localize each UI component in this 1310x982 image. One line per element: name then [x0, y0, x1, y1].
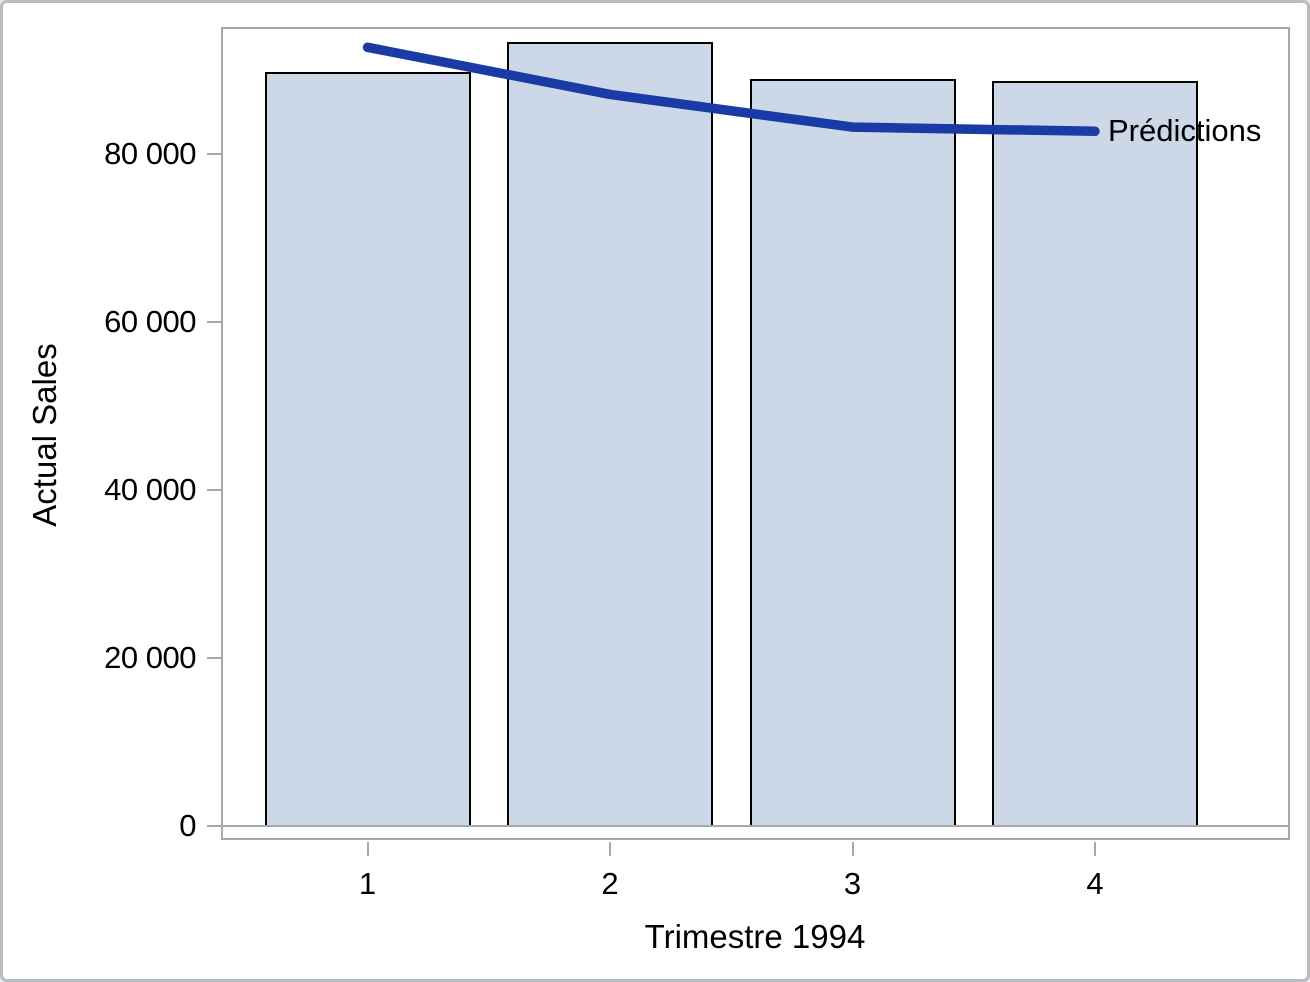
bar-quarter-1: [264, 71, 471, 826]
y-tick-label: 80 000: [104, 136, 196, 171]
y-tick-label: 60 000: [104, 304, 196, 339]
y-tick: [207, 489, 221, 491]
y-tick: [207, 153, 221, 155]
bar-quarter-4: [992, 80, 1198, 826]
bar-quarter-2: [507, 42, 713, 826]
x-tick: [851, 842, 854, 856]
x-tick: [609, 842, 611, 856]
y-tick-label: 20 000: [104, 640, 196, 675]
zero-baseline: [223, 825, 1288, 827]
y-tick-label: 40 000: [104, 472, 196, 507]
x-tick: [366, 842, 369, 856]
y-tick: [207, 825, 221, 827]
x-tick-label: 1: [358, 866, 377, 901]
x-tick: [1094, 842, 1096, 856]
y-tick-label: 0: [179, 808, 196, 843]
x-tick-label: 2: [601, 866, 619, 901]
x-tick-label: 4: [1086, 866, 1104, 901]
y-tick: [207, 321, 221, 323]
bar-quarter-3: [749, 79, 956, 826]
x-tick-label: 3: [843, 866, 862, 901]
y-axis-title: Actual Sales: [26, 343, 63, 527]
y-tick: [207, 657, 221, 659]
prediction-line-label: Prédictions: [1108, 113, 1262, 149]
plot-area: [221, 27, 1290, 840]
x-axis-title: Trimestre 1994: [644, 918, 866, 955]
